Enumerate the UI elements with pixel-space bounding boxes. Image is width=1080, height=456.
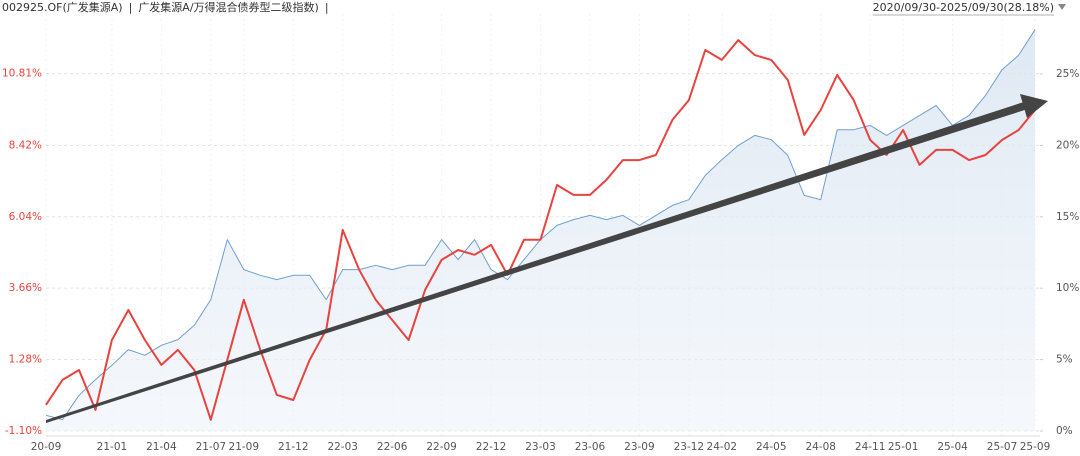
plot [45,29,1036,432]
x-tick-label: 22-03 [327,441,358,453]
header-index: 广发集源A/万得混合债券型二级指数) [138,0,319,14]
header-bracket: ( [1003,1,1007,14]
area [46,29,1035,432]
y2-tick-label: 0% [1056,425,1073,437]
x-tick-label: 21-12 [278,441,309,453]
y-tick-label: -1.10% [5,425,42,437]
x-tick-label: 24-11 [855,441,886,453]
y2-tick-label: 25% [1056,68,1079,80]
line [45,39,1036,421]
x-tick-label: 25-09 [1020,441,1051,453]
x-tick-label: 23-09 [624,441,655,453]
x-tick-label: 24-02 [707,441,738,453]
period[interactable]: 2020/09/30-2025/09/30 [873,1,1004,14]
trend-arrow-shaft [46,100,1031,423]
header-bracket: ) [1050,1,1054,14]
x-tick-label: 25-04 [937,441,968,453]
x-tick-label: 22-12 [476,441,507,453]
x-tick-label: 24-08 [805,441,836,453]
y-tick-label: 8.42% [9,139,42,151]
y2-tick-label: 15% [1056,211,1079,223]
trend-arrow-head [1020,94,1048,118]
y-tick-label: 1.28% [9,354,42,366]
x-tick-label: 25-07 [987,441,1018,453]
y-tick-label: 3.66% [9,282,42,294]
x-tick-label: 22-09 [426,441,457,453]
dropdown-icon[interactable] [1058,4,1066,10]
x-tick-label: 23-06 [575,441,606,453]
x-tick-label: 24-05 [756,441,787,453]
labels: -1.10% 1.28% 3.66% 6.04% 8.42% 10.81% 0% 5% 10% 1… [2,68,1079,453]
x-tick-label: 23-03 [525,441,556,453]
x-tick-label: 20-09 [31,441,62,453]
x-tick-label: 23-12 [674,441,705,453]
header-fund: 002925.OF(广发集源A) [2,0,123,14]
y-tick-label: 10.81% [2,68,42,80]
y-tick-label: 6.04% [9,211,42,223]
x-tick-label: 21-09 [229,441,260,453]
y2-tick-label: 10% [1056,282,1079,294]
header-separator: | [129,1,133,14]
y2-tick-label: 5% [1056,354,1073,366]
period-return: 28.18% [1008,1,1050,14]
x-tick-label: 21-07 [196,441,227,453]
y2-tick-label: 20% [1056,139,1079,151]
x-tick-label: 25-01 [888,441,919,453]
x-tick-label: 21-01 [97,441,128,453]
x-tick-label: 22-06 [377,441,408,453]
header-separator: | [325,1,329,14]
x-tick-label: 21-04 [146,441,177,453]
